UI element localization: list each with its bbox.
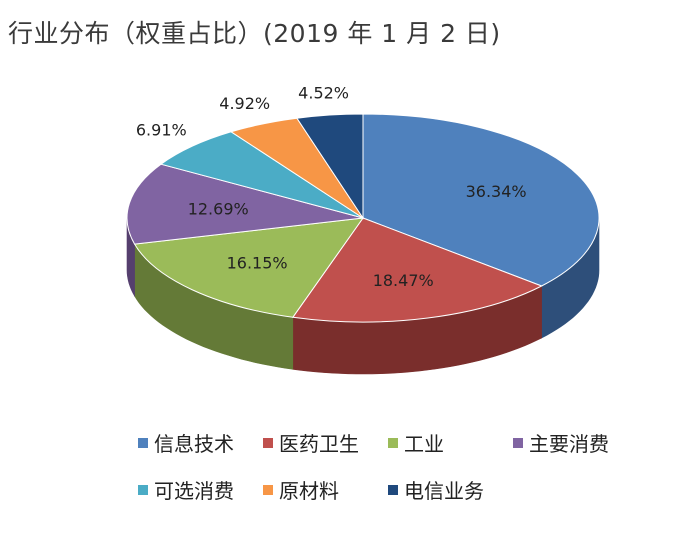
legend-item-0: 信息技术: [138, 428, 263, 457]
legend-item-3: 主要消费: [513, 428, 653, 457]
legend-label: 医药卫生: [279, 432, 359, 456]
data-label-5: 4.92%: [219, 94, 270, 113]
pie-slice-1: [291, 217, 543, 323]
legend-label: 电信业务: [404, 479, 484, 503]
data-label-0: 36.34%: [466, 182, 527, 201]
data-label-3: 12.69%: [188, 200, 249, 219]
chart-legend: 信息技术 医药卫生 工业 主要消费可选消费 原材料 电信业务: [138, 428, 658, 504]
legend-swatch: [138, 437, 148, 448]
data-label-4: 6.91%: [136, 120, 187, 139]
data-label-1: 18.47%: [373, 271, 434, 290]
data-label-6: 4.52%: [298, 84, 349, 103]
legend-swatch: [388, 484, 398, 495]
legend-swatch: [513, 437, 523, 448]
legend-item-5: 原材料: [263, 475, 388, 504]
data-label-2: 16.15%: [227, 254, 288, 273]
pie-slice-2: [133, 217, 365, 318]
legend-swatch: [388, 437, 398, 448]
legend-label: 工业: [404, 432, 444, 456]
legend-label: 主要消费: [529, 432, 609, 456]
legend-label: 可选消费: [154, 479, 234, 503]
legend-swatch: [263, 437, 273, 448]
pie-slice-6: [296, 113, 364, 220]
pie-slice-0: [362, 113, 600, 287]
legend-item-1: 医药卫生: [263, 428, 388, 457]
legend-label: 原材料: [279, 479, 339, 503]
legend-swatch: [138, 484, 148, 495]
chart-title: 行业分布（权重占比）(2019 年 1 月 2 日): [8, 19, 501, 48]
legend-item-4: 可选消费: [138, 475, 263, 504]
legend-swatch: [263, 484, 273, 495]
pie-chart: 36.34% 18.47% 16.15% 12.69% 6.91% 4.92% 4.52%: [126, 84, 600, 375]
legend-item-2: 工业: [388, 428, 513, 457]
legend-label: 信息技术: [154, 432, 234, 456]
legend-item-6: 电信业务: [388, 475, 513, 504]
pie-slice-3: [126, 163, 364, 245]
